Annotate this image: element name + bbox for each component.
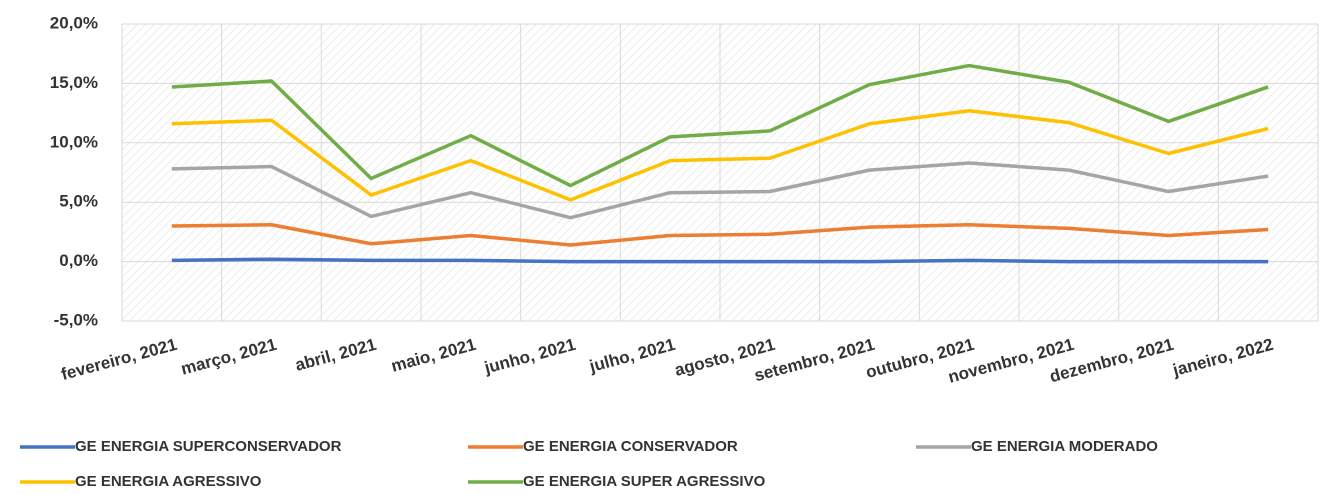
y-tick-label: 10,0% [50,132,98,151]
y-tick-label: 20,0% [50,13,98,32]
legend-label: GE ENERGIA SUPERCONSERVADOR [75,438,342,455]
legend-label: GE ENERGIA SUPER AGRESSIVO [523,473,766,490]
series-line [171,161,1269,220]
y-tick-label: 5,0% [59,192,98,211]
y-tick-label: 15,0% [50,73,98,92]
y-tick-label: -5,0% [54,310,98,329]
x-tick-label: julho, 2021 [587,335,678,376]
x-tick-label: março, 2021 [179,335,279,379]
x-tick-label: abril, 2021 [293,335,378,375]
x-tick-label: maio, 2021 [389,335,478,376]
series-line [171,223,1269,247]
x-tick-label: junho, 2021 [481,335,577,378]
x-tick-label: fevereiro, 2021 [59,335,179,384]
series-line [171,108,1269,202]
legend-label: GE ENERGIA MODERADO [971,438,1158,455]
legend-label: GE ENERGIA AGRESSIVO [75,473,262,490]
x-tick-label: janeiro, 2022 [1170,335,1275,380]
series-line [171,257,1269,264]
legend-label: GE ENERGIA CONSERVADOR [523,438,738,455]
series-line [171,63,1269,188]
y-tick-label: 0,0% [59,251,98,270]
